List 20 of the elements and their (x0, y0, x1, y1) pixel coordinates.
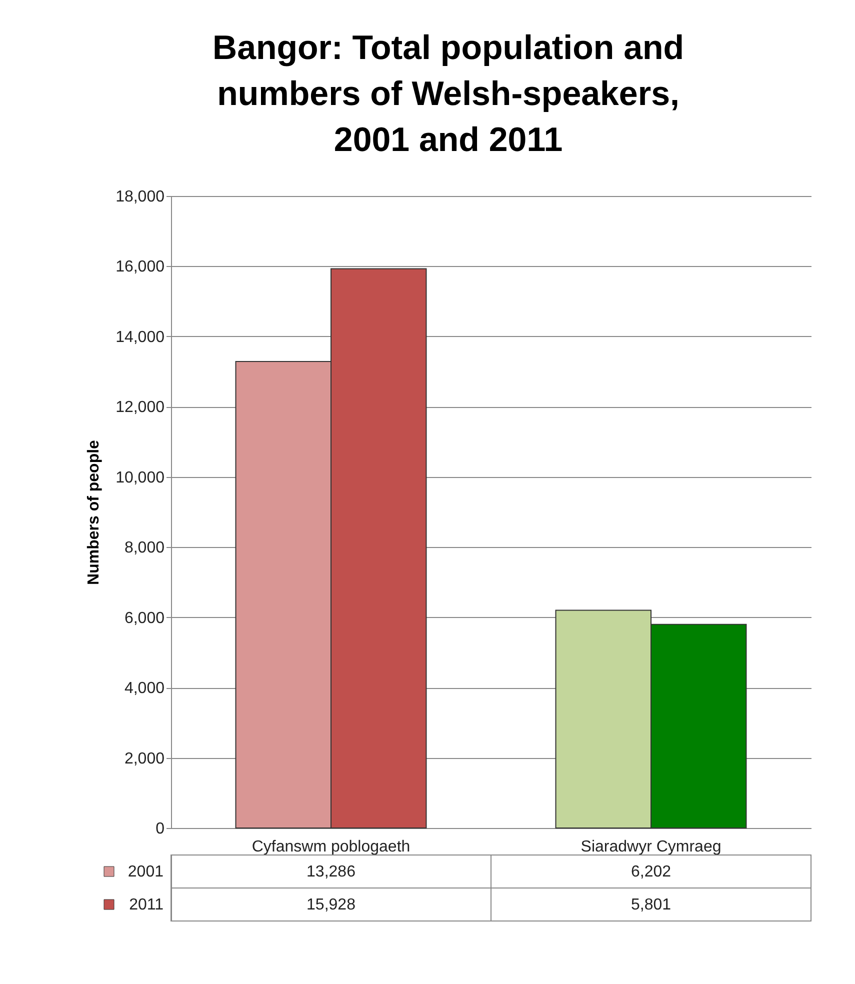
y-axis-title: Numbers of people (86, 440, 103, 585)
legend-label: 2001 (128, 864, 164, 880)
data-label: 15,928 (306, 896, 356, 914)
data-label: 6,202 (630, 864, 672, 880)
y-tick-label: 10,000 (116, 469, 165, 486)
y-tick-label: 2,000 (124, 750, 165, 768)
y-tick-label: 12,000 (116, 399, 165, 416)
data-label: 13,286 (306, 864, 356, 880)
x-tick-label: Cyfanswm poblogaeth (252, 838, 410, 856)
y-tick-label: 4,000 (124, 680, 165, 698)
data-label: 5,801 (630, 896, 672, 914)
chart-title: Bangor: Total population and numbers of Welsh-speakers, 2001 and 2011 (212, 29, 684, 159)
y-tick-label: 0 (156, 820, 165, 838)
x-tick-label: Siaradwyr Cymraeg (580, 838, 722, 856)
y-tick-label: 16,000 (116, 258, 165, 276)
y-tick-label: 18,000 (116, 188, 165, 206)
y-tick-label: 8,000 (124, 540, 165, 557)
legend-label: 2011 (129, 896, 164, 914)
y-tick-label: 14,000 (116, 328, 165, 346)
y-tick-label: 6,000 (124, 610, 165, 627)
